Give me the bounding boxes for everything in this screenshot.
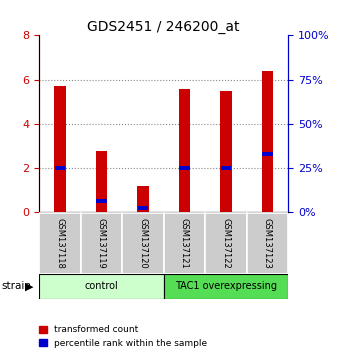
Bar: [179, 89, 190, 212]
Text: control: control: [85, 281, 118, 291]
Text: GSM137123: GSM137123: [263, 218, 272, 269]
FancyBboxPatch shape: [122, 213, 164, 274]
Text: ▶: ▶: [25, 281, 33, 291]
Bar: [138, 206, 148, 210]
Bar: [221, 166, 231, 170]
FancyBboxPatch shape: [164, 213, 205, 274]
Bar: [220, 91, 232, 212]
Bar: [55, 166, 65, 170]
Bar: [54, 86, 66, 212]
Bar: [137, 186, 149, 212]
Text: GSM137118: GSM137118: [56, 218, 64, 269]
Text: GSM137121: GSM137121: [180, 218, 189, 269]
Bar: [95, 151, 107, 212]
FancyBboxPatch shape: [39, 213, 81, 274]
Bar: [262, 71, 273, 212]
Text: strain: strain: [2, 281, 32, 291]
Text: GSM137122: GSM137122: [221, 218, 231, 269]
Bar: [96, 199, 107, 203]
Bar: [179, 166, 190, 170]
FancyBboxPatch shape: [247, 213, 288, 274]
FancyBboxPatch shape: [81, 213, 122, 274]
Legend: transformed count, percentile rank within the sample: transformed count, percentile rank withi…: [39, 325, 207, 348]
Title: GDS2451 / 246200_at: GDS2451 / 246200_at: [87, 21, 240, 34]
Text: GSM137120: GSM137120: [138, 218, 147, 269]
FancyBboxPatch shape: [39, 274, 164, 299]
FancyBboxPatch shape: [205, 213, 247, 274]
FancyBboxPatch shape: [164, 274, 288, 299]
Bar: [262, 153, 272, 156]
Text: GSM137119: GSM137119: [97, 218, 106, 269]
Text: TAC1 overexpressing: TAC1 overexpressing: [175, 281, 277, 291]
